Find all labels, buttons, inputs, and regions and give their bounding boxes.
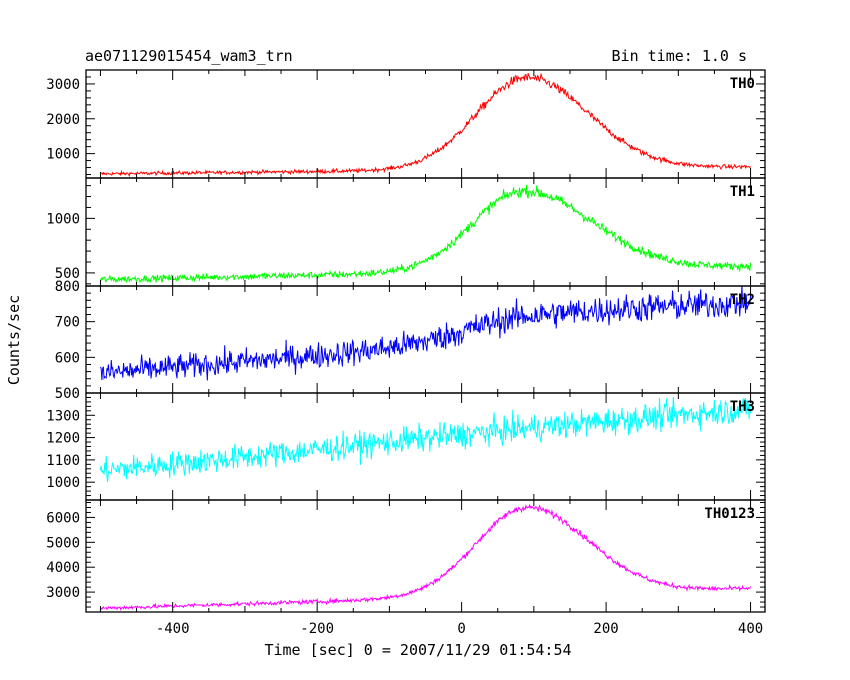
panel-label: TH3 xyxy=(730,399,755,415)
series-line-th0 xyxy=(100,72,751,178)
panel-label: TH0 xyxy=(730,76,755,92)
panel-label: TH0123 xyxy=(704,506,755,522)
panel-th0123: 3000 4000 5000 6000 TH0123 xyxy=(46,499,766,613)
x-tick-label: -400 xyxy=(156,621,190,637)
panel-th0: 1000 2000 3000 TH0 xyxy=(46,69,766,179)
panels-group: 1000 2000 3000 TH0 500 1000 TH1 500 600 700 800 TH2… xyxy=(46,69,766,613)
panel-frame xyxy=(85,69,766,179)
y-tick-label: 600 xyxy=(55,350,80,366)
y-tick-label: 800 xyxy=(55,279,80,295)
panel-frame xyxy=(85,177,766,287)
series-line-th3 xyxy=(99,397,752,483)
y-tick-label: 1000 xyxy=(46,147,80,163)
panel-label: TH2 xyxy=(730,292,755,308)
panel-label: TH1 xyxy=(730,184,755,200)
panel-frame xyxy=(85,392,766,501)
y-tick-label: 1000 xyxy=(46,475,80,491)
chart-title: ae071129015454_wam3_trn xyxy=(85,47,293,65)
x-tick-label: 200 xyxy=(593,621,618,637)
panel-frame xyxy=(85,499,766,613)
x-tick-label: 400 xyxy=(738,621,763,637)
y-tick-label: 6000 xyxy=(46,510,80,526)
x-axis-label: Time [sec] 0 = 2007/11/29 01:54:54 xyxy=(264,641,571,659)
x-axis: -400 -200 0 200 400 xyxy=(156,621,763,637)
panel-th2: 500 600 700 800 TH2 xyxy=(55,279,766,402)
y-tick-label: 700 xyxy=(55,315,80,331)
y-axis-label: Counts/sec xyxy=(5,295,23,385)
y-tick-label: 1300 xyxy=(46,408,80,424)
panel-th1: 500 1000 TH1 xyxy=(46,177,766,287)
panel-th3: 1000 1100 1200 1300 TH3 xyxy=(46,392,766,501)
y-tick-label: 500 xyxy=(55,266,80,282)
y-tick-label: 5000 xyxy=(46,535,80,551)
y-tick-label: 1200 xyxy=(46,431,80,447)
y-tick-label: 1000 xyxy=(46,211,80,227)
x-tick-label: -200 xyxy=(300,621,334,637)
y-tick-label: 1100 xyxy=(46,453,80,469)
y-tick-label: 3000 xyxy=(46,77,80,93)
series-line-th2 xyxy=(99,286,752,381)
y-tick-label: 4000 xyxy=(46,560,80,576)
y-tick-label: 500 xyxy=(55,386,80,402)
x-tick-label: 0 xyxy=(457,621,465,637)
y-tick-label: 2000 xyxy=(46,112,80,128)
y-tick-label: 3000 xyxy=(46,585,80,601)
series-line-th0123 xyxy=(100,503,752,611)
bin-time-label: Bin time: 1.0 s xyxy=(612,47,747,65)
series-line-th1 xyxy=(100,184,752,284)
